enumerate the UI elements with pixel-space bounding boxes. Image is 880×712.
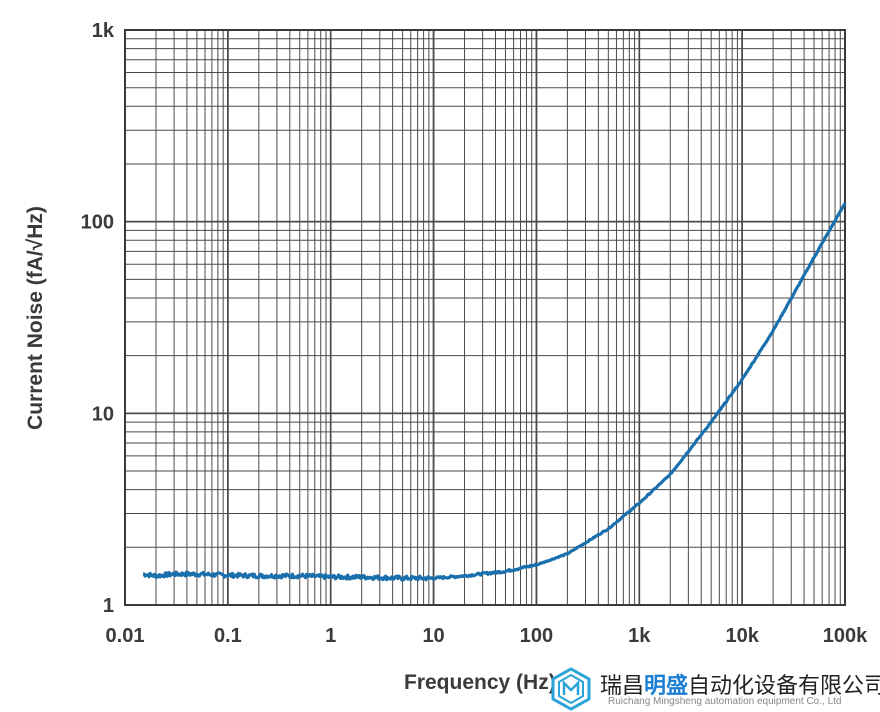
y-tick-label: 1 <box>103 595 114 617</box>
y-axis-label: Current Noise (fA/√Hz) <box>24 206 47 430</box>
series-line-current-noise <box>142 202 847 582</box>
x-tick-label: 10 <box>422 625 444 647</box>
plot-area-border <box>124 29 846 606</box>
chart-grid <box>124 29 846 606</box>
watermark-company-en: Ruichang Mingsheng automation equipment … <box>608 696 842 707</box>
x-tick-label: 1k <box>628 625 651 647</box>
y-tick-label: 10 <box>92 403 114 425</box>
watermark-company-cn: 瑞昌明盛自动化设备有限公司 <box>600 668 880 700</box>
y-tick-label: 1k <box>92 20 115 42</box>
x-axis-label: Frequency (Hz) <box>404 671 556 694</box>
x-tick-label: 10k <box>725 625 759 647</box>
x-tick-label: 0.1 <box>214 625 242 647</box>
watermark-cn-suffix: 自动化设备有限公司 <box>688 674 880 699</box>
watermark-cn-highlight: 明盛 <box>644 674 689 699</box>
watermark-logo-icon <box>551 667 591 711</box>
y-tick-label: 100 <box>81 212 114 234</box>
y-axis-ticks: 1 10 100 1k <box>81 20 115 617</box>
x-tick-label: 0.01 <box>106 625 145 647</box>
watermark-cn-prefix: 瑞昌 <box>600 674 645 699</box>
x-tick-label: 1 <box>325 625 336 647</box>
x-tick-label: 100 <box>520 625 553 647</box>
x-axis-ticks: 0.01 0.1 1 10 100 1k 10k 100k <box>106 625 869 647</box>
x-tick-label: 100k <box>823 625 868 647</box>
